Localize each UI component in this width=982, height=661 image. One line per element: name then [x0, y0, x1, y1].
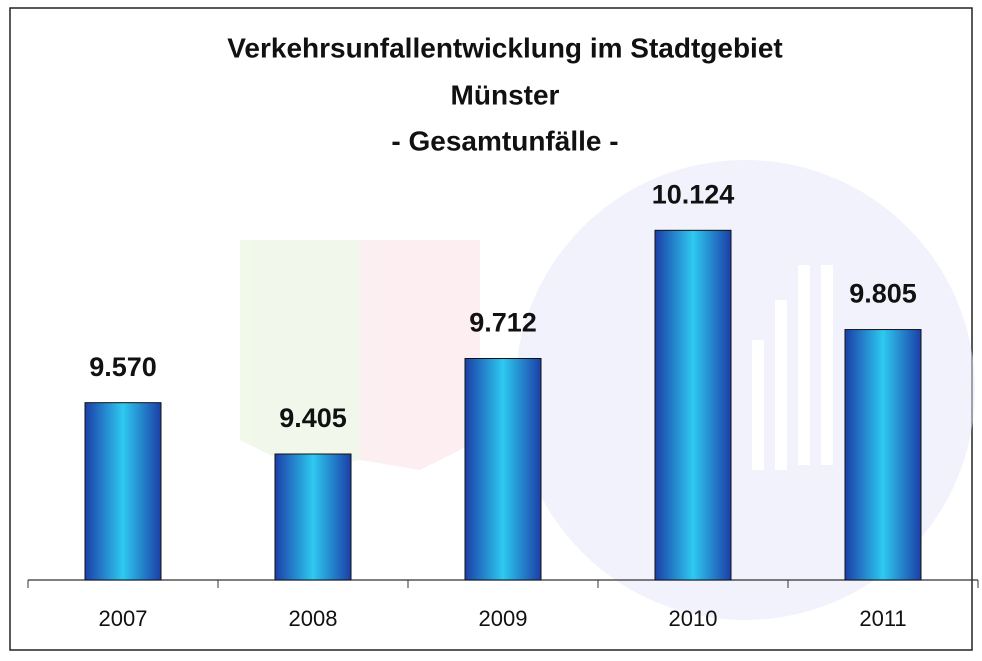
x-tick-label: 2008 [289, 606, 338, 631]
chart-title: - Gesamtunfälle - [391, 125, 618, 156]
chart-title: Münster [451, 79, 560, 110]
value-label: 9.570 [89, 352, 157, 382]
x-tick-label: 2010 [669, 606, 718, 631]
x-tick-label: 2009 [479, 606, 528, 631]
chart-title: Verkehrsunfallentwicklung im Stadtgebiet [227, 32, 782, 63]
x-tick-label: 2011 [859, 606, 906, 631]
value-label: 9.805 [849, 279, 917, 309]
bar [85, 403, 161, 580]
bar [275, 454, 351, 580]
bar [465, 358, 541, 580]
chart: Verkehrsunfallentwicklung im Stadtgebiet… [0, 0, 982, 661]
value-label: 10.124 [652, 179, 735, 209]
x-tick-label: 2007 [99, 606, 148, 631]
value-label: 9.712 [469, 308, 537, 338]
bar [655, 230, 731, 580]
bar [845, 330, 921, 580]
value-label: 9.405 [279, 403, 347, 433]
